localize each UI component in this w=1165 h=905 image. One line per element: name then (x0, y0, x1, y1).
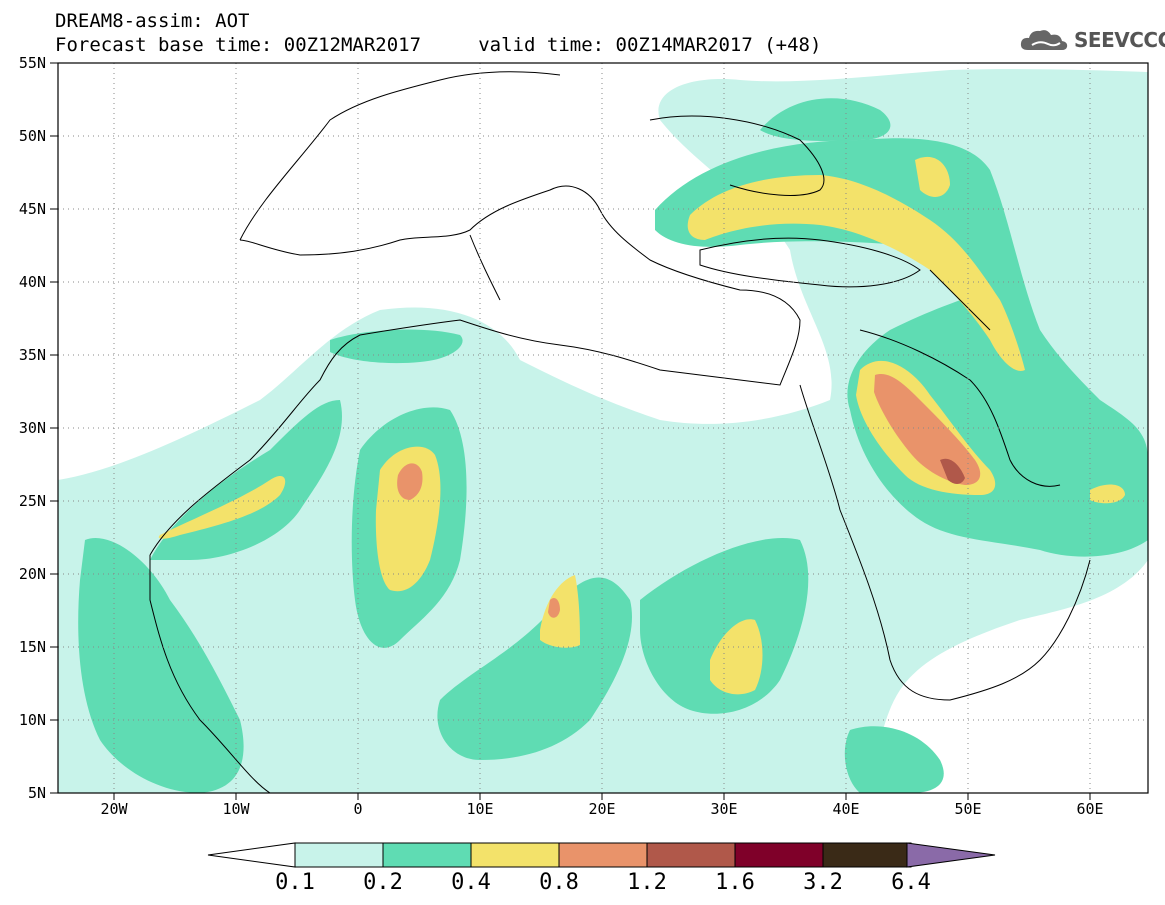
lon-label: 40E (832, 800, 860, 818)
colorbar-swatch (822, 842, 912, 868)
lat-label: 20N (18, 565, 46, 583)
aot-contour-0.8 (397, 374, 981, 618)
colorbar-swatch (470, 842, 560, 868)
colorbar-high-arrow (906, 842, 996, 868)
lat-label: 5N (27, 784, 46, 802)
colorbar (207, 842, 996, 868)
colorbar-swatch (294, 842, 384, 868)
lon-label: 10E (466, 800, 494, 818)
logo-text: SEEVCCC (1074, 28, 1165, 52)
colorbar-swatch (646, 842, 736, 868)
lat-label: 25N (18, 492, 46, 510)
map-title: DREAM8-assim: AOT (55, 10, 250, 32)
aot-field (58, 69, 1148, 793)
seevccc-logo: SEEVCCC (1018, 26, 1165, 54)
coastlines (149, 71, 1091, 793)
lon-label: 20W (100, 800, 128, 818)
lat-label: 30N (18, 419, 46, 437)
lat-label: 50N (18, 127, 46, 145)
cloud-icon (1020, 30, 1068, 50)
colorbar-swatch (382, 842, 472, 868)
colorbar-tick: 1.6 (715, 870, 755, 895)
lat-label: 10N (18, 711, 46, 729)
forecast-time-line: Forecast base time: 00Z12MAR2017 valid t… (55, 34, 822, 56)
lon-label: 50E (954, 800, 982, 818)
colorbar-swatch (734, 842, 824, 868)
colorbar-tick: 0.2 (363, 870, 403, 895)
lon-label: 0 (353, 800, 363, 818)
lat-label: 35N (18, 346, 46, 364)
lat-label: 40N (18, 273, 46, 291)
colorbar-tick: 1.2 (627, 870, 667, 895)
lat-label: 55N (18, 54, 46, 72)
aot-contour-0.1 (58, 69, 1148, 793)
axis-ticks (50, 62, 1091, 800)
colorbar-tick: 3.2 (803, 870, 843, 895)
colorbar-tick: 0.8 (539, 870, 579, 895)
lat-label: 45N (18, 200, 46, 218)
colorbar-tick: 0.1 (275, 870, 315, 895)
lon-label: 30E (710, 800, 738, 818)
lon-label: 20E (588, 800, 616, 818)
lon-label: 60E (1076, 800, 1104, 818)
lat-label: 15N (18, 638, 46, 656)
colorbar-tick: 0.4 (451, 870, 491, 895)
graticule (58, 63, 1148, 793)
colorbar-low-arrow (207, 842, 296, 868)
lon-label: 10W (222, 800, 250, 818)
colorbar-tick: 6.4 (891, 870, 931, 895)
aot-contour-1.2 (940, 458, 965, 484)
colorbar-swatch (558, 842, 648, 868)
